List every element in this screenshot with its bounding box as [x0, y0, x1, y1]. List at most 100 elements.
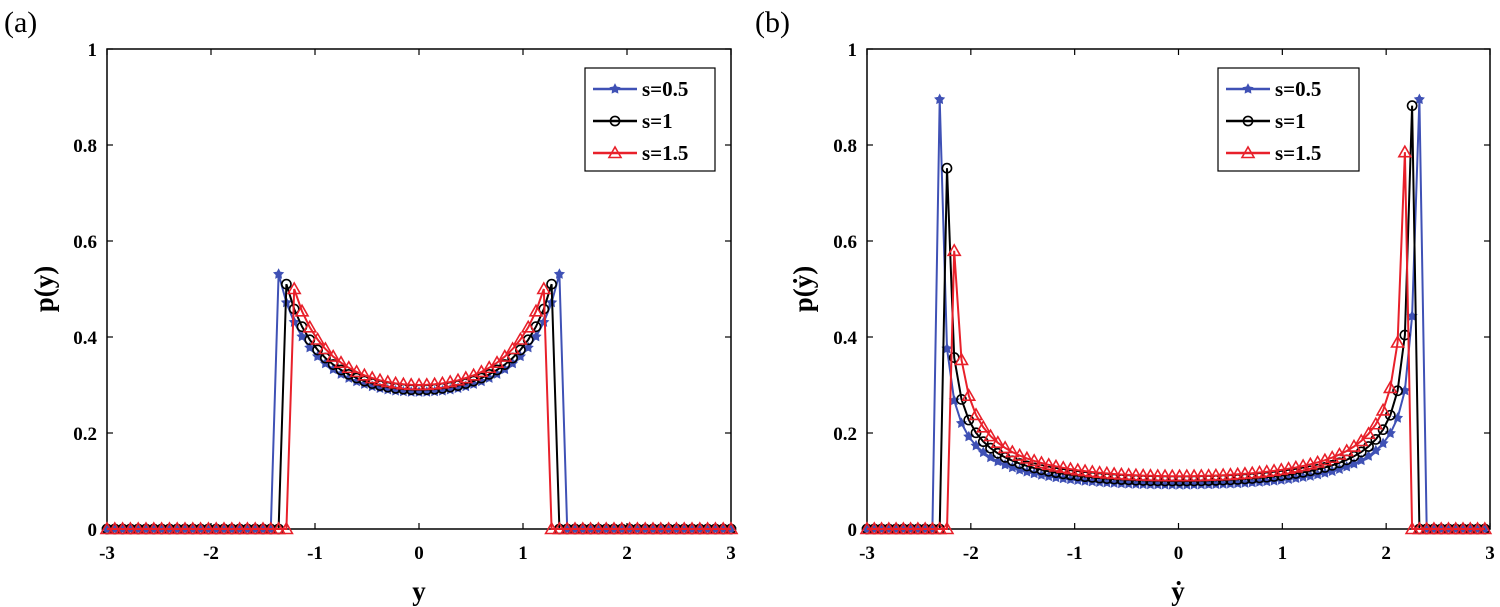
y-axis-label-b: p(ẏ): [788, 266, 818, 313]
data-point: [1193, 468, 1209, 482]
panel-label-b: (b): [755, 6, 790, 39]
data-point: [505, 341, 520, 355]
data-point: [932, 521, 948, 535]
data-point: [961, 388, 977, 402]
data-point: [559, 521, 575, 535]
data-point: [1377, 424, 1389, 436]
data-point: [553, 268, 566, 279]
data-point: [1128, 467, 1144, 481]
series-line: [867, 99, 1485, 530]
data-point: [115, 521, 130, 535]
data-point: [1390, 334, 1405, 348]
data-point: [888, 521, 904, 535]
x-tick-label: 0: [1174, 543, 1184, 564]
x-tick-label: -3: [859, 543, 875, 564]
data-point: [1114, 466, 1129, 480]
data-point: [985, 442, 996, 454]
data-point: [708, 521, 723, 535]
series-s=1.5: [859, 144, 1493, 535]
data-point: [357, 367, 372, 381]
data-point: [208, 521, 224, 535]
legend-label: s=0.5: [642, 77, 688, 101]
legend-label: s=1: [1275, 109, 1306, 133]
data-point: [614, 521, 630, 535]
data-point: [925, 521, 940, 535]
data-point: [528, 303, 544, 317]
data-point: [1406, 100, 1418, 112]
data-point: [123, 521, 138, 535]
data-point: [1179, 468, 1195, 482]
data-point: [364, 370, 380, 384]
data-point: [162, 521, 177, 535]
data-point: [1382, 380, 1398, 394]
legend-marker: [607, 145, 623, 159]
y-tick-label: 1: [88, 40, 98, 61]
data-point: [977, 436, 989, 448]
data-point: [1164, 468, 1180, 482]
series-a: [99, 268, 739, 535]
data-point: [946, 243, 962, 257]
data-point: [489, 355, 505, 369]
data-point: [1339, 443, 1355, 457]
data-point: [286, 281, 302, 295]
panel-label-a: (a): [4, 6, 37, 39]
data-point: [881, 521, 897, 535]
data-point: [318, 341, 333, 355]
data-point: [1413, 93, 1425, 105]
data-point: [232, 521, 247, 535]
data-point: [1041, 457, 1057, 471]
data-point: [895, 521, 911, 535]
data-point: [575, 521, 591, 535]
data-point: [1121, 467, 1137, 481]
data-point: [1426, 521, 1442, 535]
x-tick-label: 0: [414, 543, 424, 564]
data-point: [536, 281, 552, 295]
x-tick-label: 1: [518, 543, 528, 564]
data-point: [1019, 450, 1035, 464]
data-point: [288, 316, 300, 327]
x-axis-label-a: y: [412, 576, 426, 606]
data-point: [1201, 468, 1216, 482]
data-point: [513, 331, 528, 345]
x-tick-label: 3: [1485, 543, 1495, 564]
series-s=1: [101, 278, 737, 535]
y-ticks-b: 0 0.2 0.4 0.6 0.8 1: [833, 40, 1490, 541]
data-point: [1063, 461, 1078, 475]
legend-b: s=0.5 s=1 s=1.5: [1217, 67, 1360, 172]
data-point: [1462, 521, 1478, 535]
data-point: [1397, 144, 1413, 158]
data-point: [934, 93, 946, 105]
data-point: [1223, 467, 1238, 481]
legend-label: s=1.5: [1275, 141, 1321, 165]
legend-marker: [1242, 115, 1254, 127]
panel-b: (b) -3 -2 -1 0 1 2 3 0 0.2 0.4 0.6 0.8 1 ẏ p(ẏ) s=0…: [755, 6, 1495, 606]
data-point: [645, 521, 661, 535]
data-point: [1391, 412, 1404, 423]
data-point: [427, 376, 442, 390]
data-point: [1230, 466, 1246, 480]
data-point: [497, 348, 513, 362]
data-point: [1441, 521, 1456, 535]
series-line: [867, 105, 1485, 530]
series-s=0.5: [101, 268, 737, 534]
data-point: [271, 521, 286, 535]
x-axis-label-b: ẏ: [1171, 576, 1185, 606]
data-point: [1208, 467, 1224, 481]
data-point: [1363, 441, 1374, 452]
data-point: [1055, 460, 1071, 474]
data-point: [177, 521, 193, 535]
x-tick-label: 3: [726, 543, 736, 564]
data-point: [968, 407, 984, 421]
legend-label: s=1: [642, 109, 673, 133]
data-point: [954, 352, 969, 366]
data-point: [130, 521, 146, 535]
data-point: [1172, 468, 1187, 482]
data-point: [1355, 446, 1367, 458]
x-tick-label: 1: [1278, 543, 1288, 564]
data-point: [1215, 467, 1231, 481]
data-point: [661, 521, 676, 535]
x-tick-label: -1: [1067, 543, 1083, 564]
y-tick-label: 0.4: [73, 328, 97, 349]
data-point: [154, 521, 169, 535]
data-point: [1012, 447, 1028, 461]
